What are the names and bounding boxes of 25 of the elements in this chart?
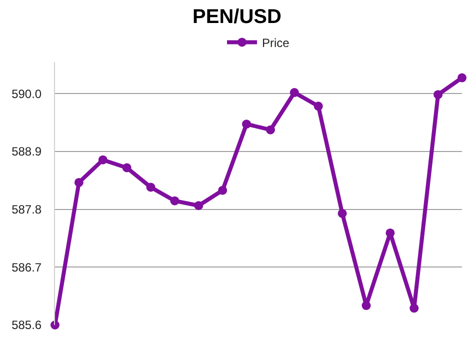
point [122,163,132,172]
point [314,102,323,111]
point [50,320,60,330]
point [194,201,204,210]
point [146,182,156,192]
legend-label: Price [262,36,290,50]
point [290,88,299,98]
y-tick-label: 587.8 [12,202,42,216]
y-tick-label: 586.7 [12,260,42,274]
y-tick-label: 588.9 [12,144,42,159]
point [338,208,347,218]
point [434,90,443,100]
point [266,125,275,134]
point [410,304,419,313]
point [458,73,466,82]
point [98,155,108,164]
point [170,196,180,206]
point [386,228,395,238]
point [242,120,252,129]
y-tick-label: 590.0 [12,86,42,101]
y-tick-label: 585.6 [12,318,42,332]
chart-title: PEN/USD [192,6,282,28]
point [218,186,228,195]
point [74,178,84,187]
point [362,301,371,310]
